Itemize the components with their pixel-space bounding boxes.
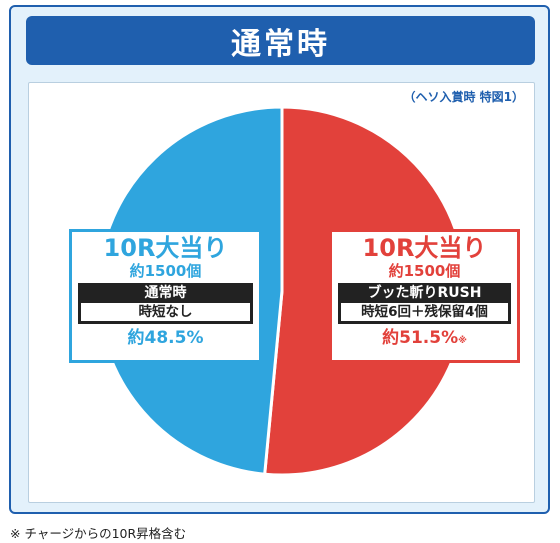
rush-payout: 約1500個 [388, 262, 461, 280]
rush-heading: 10R大当り [362, 234, 487, 262]
normal-mode: 通常時 [144, 285, 187, 301]
rush-percent-mark: ※ [458, 336, 467, 346]
normal-payout: 約1500個 [129, 262, 202, 280]
rush-label-box: 10R大当り 約1500個 ブッた斬りRUSH 時短6回＋残保留4個 約51.5… [329, 229, 520, 363]
normal-mode-detail: 時短なし [81, 303, 250, 321]
chart-panel: （ヘソ入賞時 特図1） 10R大当り 約1500個 通常時 時短なし 約48.5… [28, 82, 535, 503]
rush-percent: 約51.5% [382, 328, 459, 348]
normal-mode-block: 通常時 時短なし [78, 283, 253, 324]
chart-subtitle: （ヘソ入賞時 特図1） [403, 90, 524, 104]
rush-mode-block: ブッた斬りRUSH 時短6回＋残保留4個 [338, 283, 511, 324]
normal-label-box: 10R大当り 約1500個 通常時 時短なし 約48.5% [69, 229, 262, 363]
rush-mode: ブッた斬りRUSH [367, 285, 482, 301]
rush-mode-detail: 時短6回＋残保留4個 [341, 303, 508, 321]
normal-heading: 10R大当り [103, 234, 228, 262]
chart-title: 通常時 [231, 26, 330, 62]
title-bar: 通常時 [26, 16, 535, 65]
chart-frame: 通常時 （ヘソ入賞時 特図1） 10R大当り 約1500個 通常時 時短なし 約… [9, 5, 550, 514]
rush-percent-line: 約51.5%※ [332, 328, 517, 351]
normal-percent: 約48.5% [127, 328, 204, 348]
footnote: ※ チャージからの10R昇格含む [10, 526, 187, 541]
